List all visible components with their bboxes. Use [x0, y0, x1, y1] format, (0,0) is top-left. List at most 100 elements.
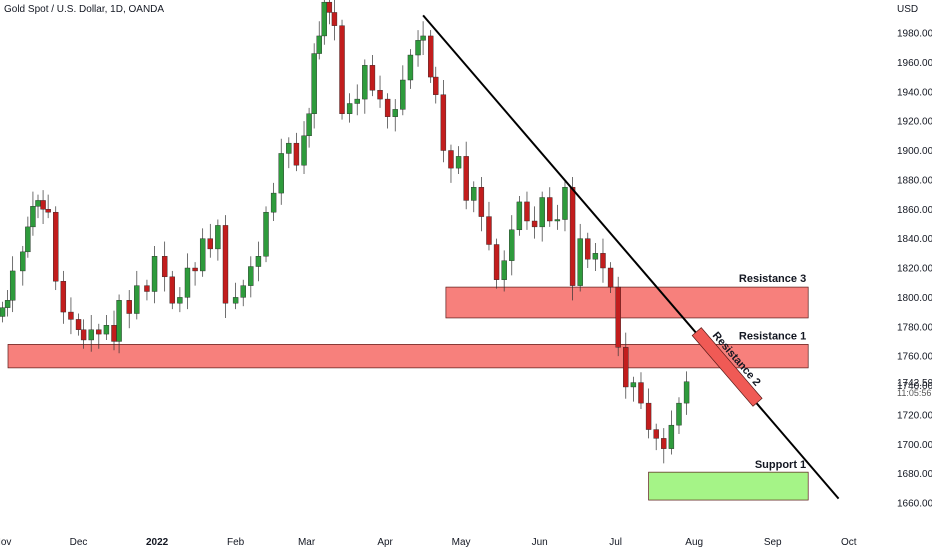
candle-body	[392, 109, 398, 117]
candle-body	[607, 267, 614, 288]
chart-title: Gold Spot / U.S. Dollar, 1D, OANDA	[4, 4, 164, 15]
candle-body	[222, 225, 229, 304]
candle-body	[80, 329, 87, 341]
candle-body	[161, 256, 168, 278]
candle-body	[369, 65, 376, 91]
x-tick-label: Aug	[685, 537, 703, 548]
y-tick-label: 1660.000	[897, 499, 932, 510]
candle-body	[615, 286, 621, 348]
x-tick-label: Sep	[764, 537, 782, 548]
candle-body	[455, 156, 462, 169]
candle-body	[433, 76, 439, 95]
candle-body	[248, 266, 254, 286]
candle-body	[415, 40, 421, 56]
countdown-label: 11:05:56	[897, 388, 931, 398]
candle-body	[68, 311, 74, 320]
candle-body	[316, 35, 322, 54]
candle-body	[683, 381, 690, 404]
candle-body	[215, 225, 221, 250]
x-tick-label: Jun	[532, 537, 548, 548]
zone-resistance-1	[7, 344, 809, 369]
candle-body	[111, 325, 117, 342]
candle-body	[569, 187, 576, 286]
candle-body	[592, 253, 599, 260]
x-tick-label: Mar	[298, 537, 316, 548]
y-tick-label: 1780.000	[897, 322, 932, 333]
y-tick-label: 1700.000	[897, 440, 932, 451]
y-tick-label: 1720.000	[897, 410, 932, 421]
candle-body	[192, 267, 198, 272]
y-tick-label: 1740.000	[897, 381, 932, 392]
currency-label: USD	[897, 4, 918, 15]
candle-body	[407, 54, 414, 81]
zones-layer	[7, 286, 809, 501]
candle-body	[384, 98, 391, 117]
candle-body	[554, 219, 561, 222]
y-tick-label: 1760.000	[897, 352, 932, 363]
candle-body	[35, 200, 41, 207]
candle-body	[661, 438, 667, 449]
candle-body	[600, 253, 606, 269]
candle-body	[207, 238, 213, 250]
candle-body	[177, 297, 183, 304]
candle-body	[199, 238, 206, 272]
candle-body	[301, 135, 307, 166]
candle-body	[501, 260, 507, 280]
x-tick-label: 2022	[146, 537, 169, 548]
candle-body	[96, 329, 102, 335]
y-tick-label: 1820.000	[897, 264, 932, 275]
candle-body	[169, 276, 175, 304]
candle-body	[75, 319, 82, 330]
x-tick-label: Oct	[841, 537, 857, 548]
candle-body	[45, 209, 51, 213]
candle-body	[509, 229, 515, 261]
y-tick-label: 1920.000	[897, 117, 932, 128]
candle-body	[471, 187, 477, 201]
candle-body	[255, 256, 262, 267]
candle-body	[547, 197, 553, 222]
y-tick-label: 1940.000	[897, 87, 932, 98]
candle-body	[478, 187, 485, 217]
y-axis: 1660.000 1680.000 1700.000 1720.000 1740.000…	[897, 29, 932, 510]
candle-body	[339, 25, 345, 114]
x-tick-label: Apr	[377, 537, 393, 548]
candle-body	[539, 197, 545, 228]
candle-body	[0, 307, 6, 317]
trendline	[422, 14, 840, 500]
x-tick-label: Feb	[227, 537, 245, 548]
candle-body	[53, 211, 59, 282]
candle-body	[88, 329, 94, 341]
candle-body	[427, 35, 434, 78]
zone-resistance-3	[445, 286, 809, 319]
candle-body	[232, 297, 239, 304]
candle-body	[577, 238, 583, 286]
candle-body	[306, 113, 312, 137]
labels-layer: Resistance 3 Resistance 1 Support 1	[739, 273, 806, 471]
candle-body	[20, 251, 26, 272]
candle-body	[321, 1, 327, 37]
candle-body	[531, 220, 538, 228]
candle-body	[60, 281, 67, 313]
candle-body	[668, 424, 675, 449]
y-tick-label: 1680.000	[897, 469, 932, 480]
candle-body	[240, 285, 246, 298]
candle-body	[420, 35, 426, 41]
candle-body	[623, 347, 629, 388]
candle-body	[103, 325, 110, 335]
zone-support-1	[648, 471, 809, 501]
y-tick-label: 1900.000	[897, 146, 932, 157]
candle-body	[400, 79, 406, 110]
candle-body	[40, 200, 46, 210]
candle-body	[134, 285, 140, 314]
candle-body	[377, 90, 383, 100]
resistance-3-label: Resistance 3	[739, 273, 806, 285]
x-tick-label: Dec	[70, 537, 88, 548]
y-tick-label: 1860.000	[897, 205, 932, 216]
candle-body	[286, 142, 292, 154]
candle-body	[346, 103, 353, 114]
candle-body	[4, 300, 11, 308]
candle-body	[493, 244, 500, 280]
x-tick-label: May	[452, 537, 471, 548]
candle-body	[676, 402, 682, 426]
